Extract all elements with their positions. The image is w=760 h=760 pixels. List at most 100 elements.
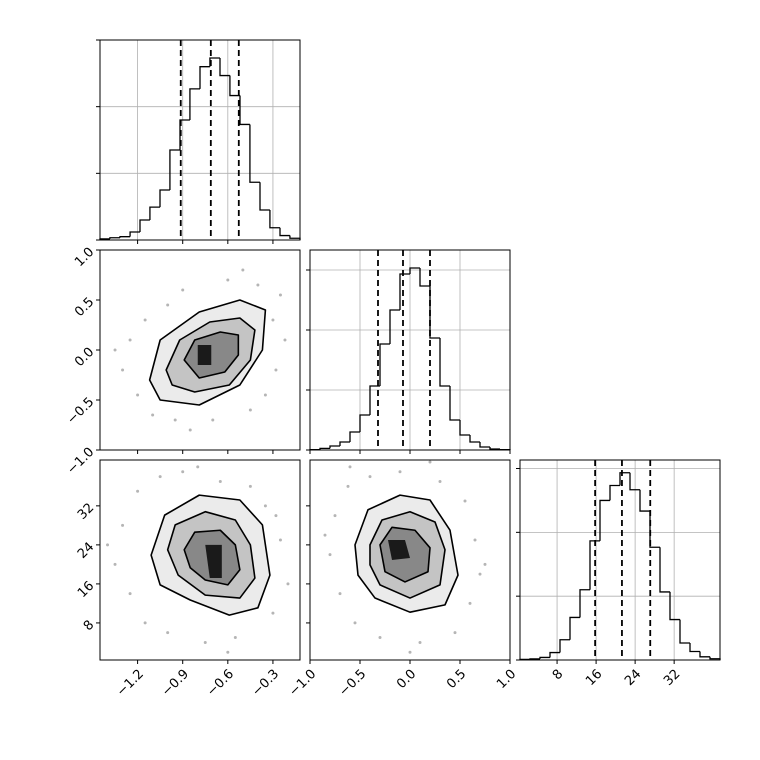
- sample-point: [286, 582, 290, 586]
- histogram-bin: [599, 499, 610, 541]
- histogram-bin: [649, 511, 660, 548]
- histogram-bin: [399, 273, 410, 310]
- histogram-bin: [489, 447, 500, 450]
- histogram-bin: [169, 149, 180, 190]
- x-tick-label: −0.5: [336, 667, 369, 700]
- sample-point: [283, 338, 287, 342]
- y-tick-label: 16: [75, 579, 97, 601]
- histogram-bin: [659, 547, 670, 593]
- sample-point: [463, 499, 467, 503]
- histogram-bin: [199, 66, 210, 89]
- sample-point: [106, 543, 110, 547]
- sample-point: [368, 475, 372, 479]
- sample-point: [158, 475, 162, 479]
- x-tick-label: −0.3: [249, 667, 282, 700]
- sample-point: [143, 318, 147, 322]
- histogram-bin: [579, 589, 590, 618]
- histogram-bin: [639, 489, 650, 512]
- sample-point: [328, 553, 332, 557]
- y-tick-label: 1.0: [72, 245, 97, 270]
- x-tick-label: 0.5: [444, 667, 469, 692]
- histogram-bin: [139, 219, 150, 232]
- sample-point: [166, 631, 170, 635]
- histogram-bin: [459, 420, 470, 436]
- sample-point: [211, 418, 215, 422]
- sample-point: [438, 479, 442, 483]
- sample-point: [263, 504, 267, 508]
- sample-point: [418, 640, 422, 644]
- sample-point: [408, 650, 412, 654]
- histogram-bin: [609, 484, 620, 501]
- histogram-bin: [269, 210, 280, 229]
- histogram-bin: [669, 591, 680, 621]
- histogram-bin: [119, 236, 131, 238]
- sample-point: [338, 592, 342, 596]
- x-tick-label: −0.9: [159, 667, 192, 700]
- histogram-bin: [589, 540, 600, 590]
- histogram-bin: [159, 189, 170, 208]
- sample-point: [181, 288, 185, 292]
- sample-point: [113, 348, 117, 352]
- sample-point: [121, 368, 125, 372]
- histogram-bin: [699, 651, 710, 658]
- density-contour: [388, 540, 410, 560]
- sample-point: [226, 650, 230, 654]
- sample-point: [323, 533, 327, 537]
- sample-point: [378, 636, 382, 640]
- y-tick-label: 8: [81, 618, 97, 634]
- x-tick-label: −0.6: [204, 667, 237, 700]
- histogram-bin: [239, 95, 250, 126]
- histogram-bin: [389, 309, 400, 344]
- histogram-bin: [129, 231, 140, 237]
- sample-point: [274, 368, 278, 372]
- histogram-bin: [349, 431, 360, 442]
- sample-point: [151, 413, 155, 417]
- panel-frame: [99, 249, 301, 451]
- histogram-bin: [439, 338, 450, 387]
- sample-point: [398, 470, 402, 474]
- histogram-bin: [209, 57, 220, 67]
- panel-frame: [99, 39, 301, 241]
- histogram-bin: [219, 58, 230, 77]
- sample-point: [473, 538, 477, 542]
- y-tick-label: 24: [75, 540, 97, 562]
- sample-point: [428, 460, 432, 464]
- x-tick-label: 24: [622, 667, 644, 689]
- panel-frame: [309, 249, 511, 451]
- y-tick-label: −1.0: [64, 445, 97, 478]
- sample-point: [166, 303, 170, 307]
- sample-point: [333, 514, 337, 518]
- sample-point: [196, 465, 200, 469]
- histogram-bin: [229, 75, 240, 97]
- sample-point: [478, 572, 482, 576]
- sample-point: [143, 621, 147, 625]
- sample-point: [128, 592, 132, 596]
- sample-point: [226, 278, 230, 282]
- sample-point: [241, 268, 245, 272]
- sample-point: [203, 640, 207, 644]
- sample-point: [136, 393, 140, 397]
- histogram-bin: [319, 447, 330, 450]
- x-tick-label: 16: [583, 667, 605, 689]
- sample-point: [274, 514, 278, 518]
- histogram-bin: [289, 235, 301, 240]
- sample-point: [453, 631, 457, 635]
- panel-frame: [99, 459, 301, 661]
- y-tick-label: 32: [75, 501, 97, 523]
- x-tick-label: −1.2: [114, 667, 147, 700]
- sample-point: [263, 393, 267, 397]
- y-tick-label: 0.0: [72, 345, 97, 370]
- sample-point: [181, 470, 185, 474]
- sample-point: [348, 465, 352, 469]
- histogram-bin: [559, 639, 570, 653]
- histogram-bin: [359, 414, 370, 432]
- x-tick-label: −1.0: [286, 667, 319, 700]
- sample-point: [248, 484, 252, 488]
- histogram-bin: [449, 386, 460, 421]
- panel-frame: [519, 459, 721, 661]
- x-tick-label: 0.0: [394, 667, 419, 692]
- histogram-bin: [629, 472, 640, 491]
- histogram-bin: [479, 442, 490, 448]
- x-tick-label: 32: [661, 667, 683, 689]
